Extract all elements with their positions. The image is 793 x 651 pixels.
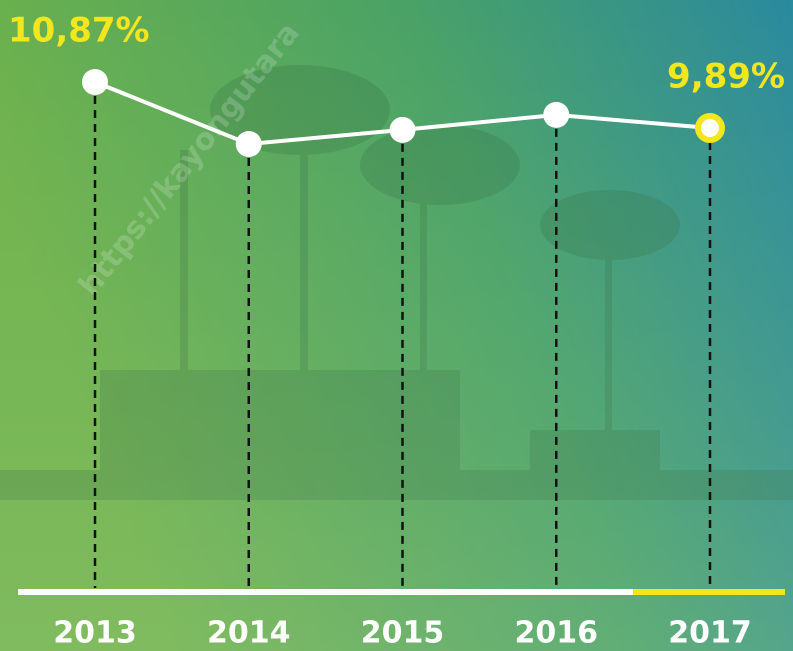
point [82,69,108,95]
point [236,131,262,157]
baseline-highlight [633,589,785,595]
point [390,117,416,143]
x-tick-label: 2016 [515,616,599,651]
point [698,116,722,140]
x-tick-label: 2015 [361,616,445,651]
haze [0,0,793,651]
x-tick-label: 2017 [668,616,752,651]
x-tick-label: 2013 [53,616,137,651]
page: https://kayongutara 20132014201520162017… [0,0,793,651]
baseline [18,589,633,595]
x-tick-label: 2014 [207,616,291,651]
point [543,102,569,128]
value-label: 10,87% [8,11,150,51]
chart: https://kayongutara 20132014201520162017… [0,0,793,651]
value-label: 9,89% [667,57,785,97]
